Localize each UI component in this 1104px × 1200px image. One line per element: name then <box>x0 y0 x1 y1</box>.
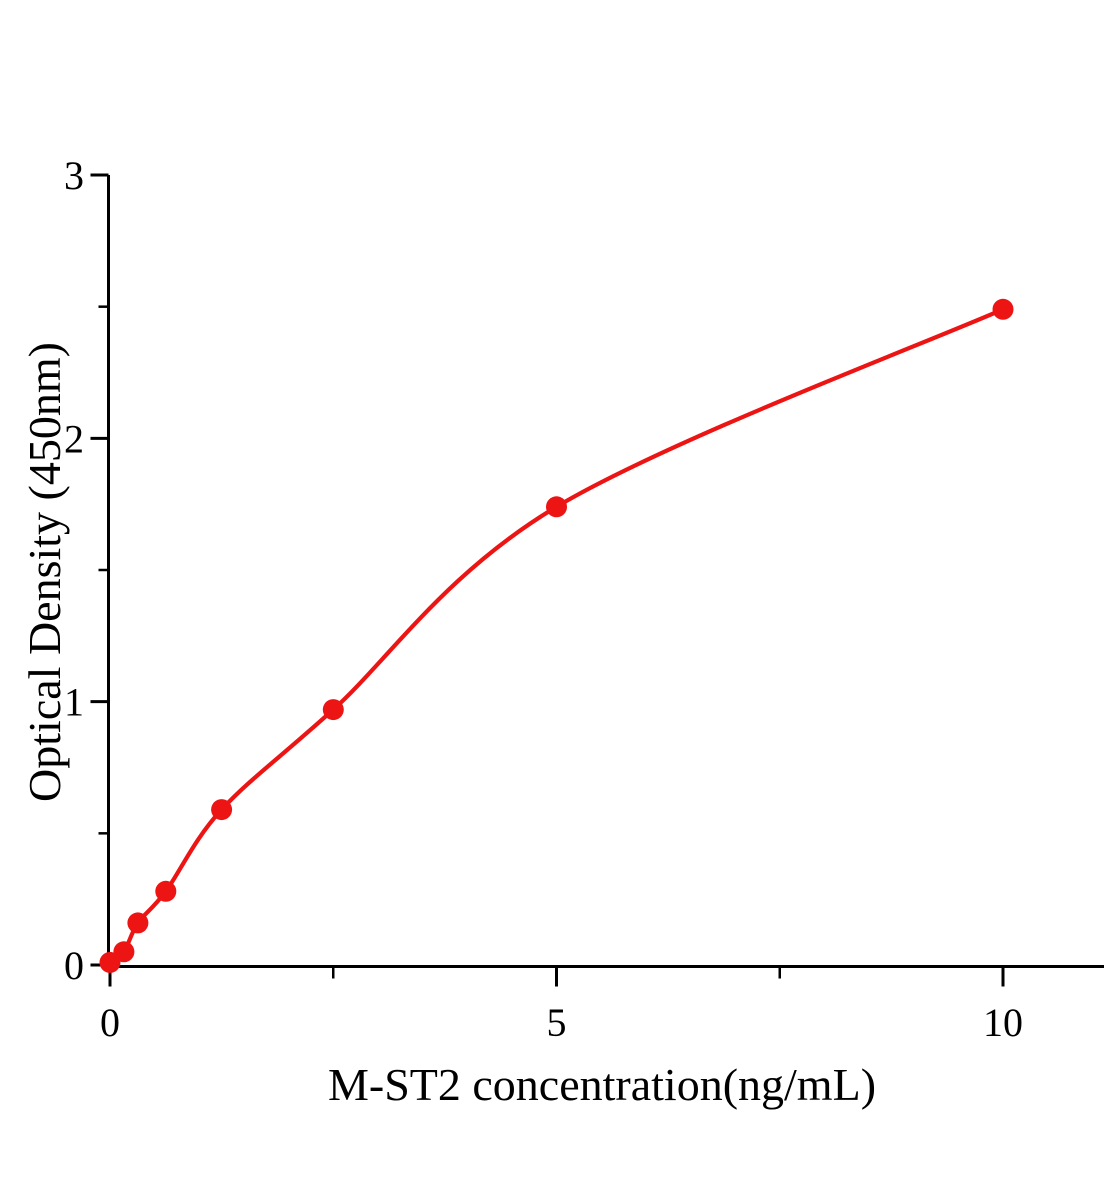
data-point <box>546 496 567 518</box>
x-axis-title: M-ST2 concentration(ng/mL) <box>328 1059 876 1110</box>
data-point <box>322 699 344 721</box>
x-tick-label: 0 <box>100 1000 120 1045</box>
fit-curve-layer <box>107 307 1006 965</box>
y-axis-title: Optical Density (450nm) <box>19 342 70 802</box>
x-tick-label: 5 <box>547 1000 567 1045</box>
data-point <box>211 799 233 821</box>
data-point <box>155 880 177 902</box>
y-tick-label: 2 <box>64 416 84 461</box>
tick-labels: 0 5 10 0 1 2 3 <box>64 153 1023 1045</box>
y-tick-label: 3 <box>64 153 84 198</box>
fit-curve <box>107 307 1006 965</box>
y-tick-label: 0 <box>64 943 84 988</box>
data-points-layer <box>99 298 1014 973</box>
y-tick-label: 1 <box>64 680 84 725</box>
axes <box>90 173 1104 987</box>
x-tick-label: 10 <box>983 1000 1023 1045</box>
data-point <box>113 941 135 963</box>
data-point <box>127 912 149 934</box>
data-point <box>992 298 1014 320</box>
